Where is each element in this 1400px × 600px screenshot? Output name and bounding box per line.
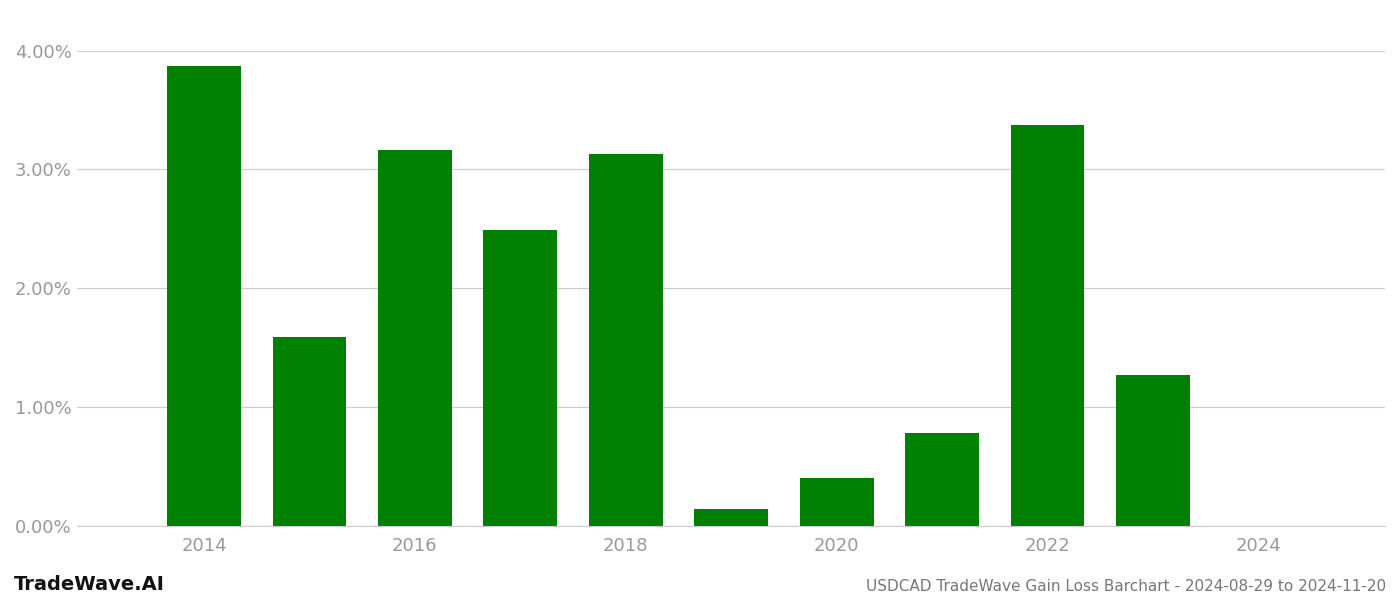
Bar <box>1011 125 1085 526</box>
Bar <box>483 230 557 526</box>
Bar <box>799 478 874 526</box>
Bar <box>906 433 979 526</box>
Text: USDCAD TradeWave Gain Loss Barchart - 2024-08-29 to 2024-11-20: USDCAD TradeWave Gain Loss Barchart - 20… <box>865 579 1386 594</box>
Bar <box>378 151 452 526</box>
Bar <box>167 66 241 526</box>
Bar <box>694 509 769 526</box>
Bar <box>273 337 346 526</box>
Bar <box>1116 375 1190 526</box>
Bar <box>589 154 662 526</box>
Text: TradeWave.AI: TradeWave.AI <box>14 575 165 594</box>
